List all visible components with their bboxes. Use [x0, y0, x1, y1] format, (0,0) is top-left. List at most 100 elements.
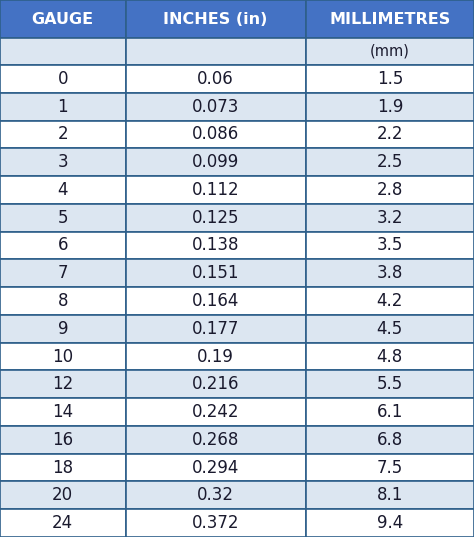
Text: 1.5: 1.5 [377, 70, 403, 88]
Text: 8: 8 [57, 292, 68, 310]
Text: 0.294: 0.294 [192, 459, 239, 477]
Bar [126, 398, 306, 426]
Text: MILLIMETRES: MILLIMETRES [329, 11, 450, 26]
Bar [306, 204, 474, 231]
Text: 2: 2 [57, 126, 68, 143]
Bar [126, 371, 306, 398]
Text: 18: 18 [52, 459, 73, 477]
Text: 0.151: 0.151 [192, 264, 239, 282]
Bar [0, 371, 126, 398]
Text: 24: 24 [52, 514, 73, 532]
Bar [306, 0, 474, 38]
Bar [0, 454, 126, 482]
Bar [0, 0, 126, 38]
Text: 0.32: 0.32 [197, 487, 234, 504]
Bar [306, 315, 474, 343]
Text: 0.073: 0.073 [192, 98, 239, 115]
Bar [126, 509, 306, 537]
Bar [0, 287, 126, 315]
Text: 5.5: 5.5 [377, 375, 403, 393]
Bar [126, 148, 306, 176]
Bar [126, 65, 306, 93]
Text: 2.2: 2.2 [377, 126, 403, 143]
Bar [126, 315, 306, 343]
Bar [126, 343, 306, 371]
Bar [126, 120, 306, 148]
Bar [126, 259, 306, 287]
Bar [0, 38, 126, 65]
Bar [306, 65, 474, 93]
Text: 16: 16 [52, 431, 73, 449]
Bar [0, 231, 126, 259]
Text: 0.099: 0.099 [192, 153, 239, 171]
Bar [306, 371, 474, 398]
Text: 0.372: 0.372 [192, 514, 239, 532]
Text: 6.1: 6.1 [377, 403, 403, 421]
Bar [126, 231, 306, 259]
Bar [306, 259, 474, 287]
Text: 1: 1 [57, 98, 68, 115]
Text: 0.216: 0.216 [192, 375, 239, 393]
Bar [306, 343, 474, 371]
Text: 3.8: 3.8 [377, 264, 403, 282]
Bar [126, 482, 306, 509]
Bar [0, 482, 126, 509]
Text: 9.4: 9.4 [377, 514, 403, 532]
Bar [306, 426, 474, 454]
Bar [306, 120, 474, 148]
Bar [0, 148, 126, 176]
Text: 0.268: 0.268 [192, 431, 239, 449]
Text: 2.5: 2.5 [377, 153, 403, 171]
Text: 3: 3 [57, 153, 68, 171]
Bar [306, 148, 474, 176]
Bar [126, 204, 306, 231]
Text: 9: 9 [57, 320, 68, 338]
Text: 20: 20 [52, 487, 73, 504]
Text: 4.2: 4.2 [377, 292, 403, 310]
Text: 0.164: 0.164 [192, 292, 239, 310]
Text: 4.5: 4.5 [377, 320, 403, 338]
Bar [306, 231, 474, 259]
Bar [126, 0, 306, 38]
Text: 0.138: 0.138 [192, 236, 239, 255]
Bar [0, 259, 126, 287]
Text: 14: 14 [52, 403, 73, 421]
Text: 0.06: 0.06 [197, 70, 234, 88]
Text: GAUGE: GAUGE [32, 11, 94, 26]
Bar [306, 93, 474, 120]
Bar [306, 38, 474, 65]
Bar [0, 93, 126, 120]
Text: 1.9: 1.9 [377, 98, 403, 115]
Bar [126, 426, 306, 454]
Text: 12: 12 [52, 375, 73, 393]
Bar [306, 287, 474, 315]
Text: 0.086: 0.086 [192, 126, 239, 143]
Bar [306, 176, 474, 204]
Bar [0, 65, 126, 93]
Text: 3.5: 3.5 [377, 236, 403, 255]
Text: 0.177: 0.177 [192, 320, 239, 338]
Bar [0, 120, 126, 148]
Bar [0, 343, 126, 371]
Text: 8.1: 8.1 [377, 487, 403, 504]
Text: 0.125: 0.125 [192, 209, 239, 227]
Bar [306, 454, 474, 482]
Bar [0, 315, 126, 343]
Bar [306, 398, 474, 426]
Bar [0, 204, 126, 231]
Text: 0.242: 0.242 [192, 403, 239, 421]
Bar [126, 454, 306, 482]
Text: 0.112: 0.112 [192, 181, 239, 199]
Text: 7: 7 [57, 264, 68, 282]
Text: 4.8: 4.8 [377, 347, 403, 366]
Bar [0, 176, 126, 204]
Bar [126, 38, 306, 65]
Bar [306, 509, 474, 537]
Bar [0, 398, 126, 426]
Bar [306, 482, 474, 509]
Bar [0, 426, 126, 454]
Text: (mm): (mm) [370, 44, 410, 59]
Text: 6.8: 6.8 [377, 431, 403, 449]
Text: 7.5: 7.5 [377, 459, 403, 477]
Text: 0.19: 0.19 [197, 347, 234, 366]
